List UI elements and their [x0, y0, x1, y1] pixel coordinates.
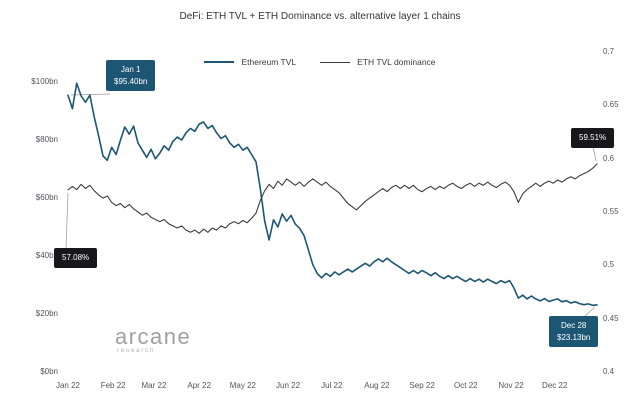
annotation-connector-line — [65, 192, 69, 249]
y-axis-left-tick-label: $0bn — [40, 367, 58, 376]
y-axis-right-tick-label: 0.65 — [603, 100, 619, 110]
y-axis-right-tick-label: 0.7 — [603, 47, 615, 56]
y-axis-left-tick-label: $20bn — [35, 309, 58, 318]
y-axis-left-tick-label: $100bn — [31, 77, 58, 86]
x-axis-tick-label: Mar 22 — [141, 381, 167, 390]
y-axis-right-tick-label: 0.5 — [603, 260, 615, 270]
line-eth-tvl-dominance — [67, 163, 598, 234]
annotation-start-dominance: 57.08% — [54, 248, 98, 268]
logo-sub-text: research — [117, 347, 156, 354]
annotation-connector-line — [592, 145, 597, 162]
chart-legend: Ethereum TVL ETH TVL dominance — [0, 57, 640, 67]
annotation-connector-line — [584, 306, 596, 317]
x-axis-tick-label: Apr 22 — [187, 381, 211, 390]
annotation-start-dominance-value: 57.08% — [62, 253, 90, 262]
y-axis-right-tick-label: 0.45 — [603, 313, 619, 323]
arcane-research-logo: arcane research — [115, 324, 191, 354]
line-ethereum-tvl — [67, 82, 598, 307]
legend-item-ethereum-tvl: Ethereum TVL — [204, 57, 296, 67]
logo-brand-text: arcane — [115, 324, 192, 349]
x-axis-tick-label: Oct 22 — [454, 381, 478, 390]
annotation-dec28-value: $23.13bn — [557, 332, 591, 342]
legend-label-ethereum-tvl: Ethereum TVL — [241, 57, 297, 67]
x-axis-tick-label: Feb 22 — [100, 381, 126, 390]
annotation-jan1-value: $95.40bn — [114, 76, 148, 86]
x-axis-tick-label: Aug 22 — [364, 381, 390, 390]
x-axis-tick-label: Sep 22 — [409, 381, 435, 390]
annotation-dec28-tvl: Dec 28 $23.13bn — [549, 316, 599, 348]
legend-label-eth-tvl-dominance: ETH TVL dominance — [357, 57, 436, 67]
annotation-end-dominance: 59.51% — [571, 128, 615, 148]
x-axis-tick-label: Dec 22 — [542, 381, 568, 390]
annotation-connector-line — [70, 93, 111, 96]
annotation-jan1-date: Jan 1 — [120, 65, 141, 74]
x-axis-tick-label: Jul 22 — [321, 381, 343, 390]
annotation-end-dominance-value: 59.51% — [579, 133, 607, 142]
x-axis-tick-label: Jan 22 — [55, 381, 81, 390]
y-axis-left-tick-label: $60bn — [35, 193, 58, 202]
y-axis-right-tick-label: 0.6 — [603, 153, 615, 163]
y-axis-left-tick-label: $40bn — [35, 251, 58, 260]
legend-item-eth-tvl-dominance: ETH TVL dominance — [320, 57, 436, 67]
y-axis-right-tick-label: 0.55 — [603, 207, 619, 216]
annotation-jan1-tvl: Jan 1 $95.40bn — [106, 60, 156, 92]
x-axis-tick-label: Nov 22 — [498, 381, 524, 390]
x-axis-tick-label: May 22 — [229, 381, 256, 390]
chart-title: DeFi: ETH TVL + ETH Dominance vs. altern… — [179, 11, 461, 22]
legend-swatch-eth-tvl-dominance — [320, 61, 351, 63]
legend-swatch-ethereum-tvl — [204, 61, 235, 63]
y-axis-left-tick-label: $80bn — [35, 135, 58, 144]
x-axis-tick-label: Jun 22 — [276, 381, 301, 390]
annotation-dec28-date: Dec 28 — [561, 321, 587, 330]
y-axis-right-tick-label: 0.4 — [603, 367, 615, 376]
